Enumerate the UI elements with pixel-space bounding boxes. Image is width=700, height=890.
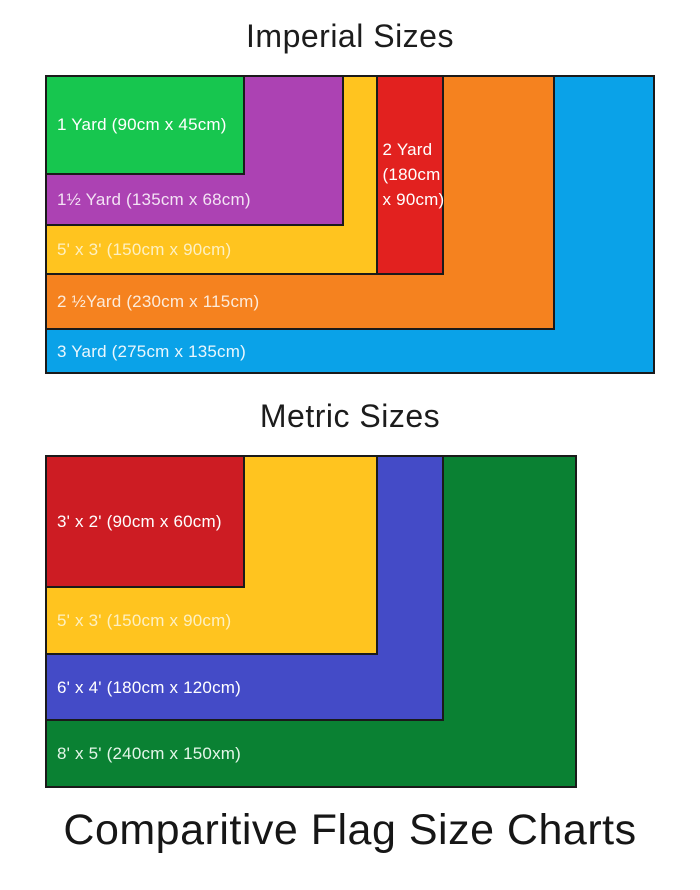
imperial-section-title: Imperial Sizes (246, 18, 454, 54)
page-title: Comparitive Flag Size Charts (63, 806, 637, 854)
imperial-flag-label-2-yard: 2 Yard (180cm x 90cm) (382, 139, 445, 209)
metric-section-title: Metric Sizes (259, 398, 441, 434)
imperial-size-chart: 1 Yard (90cm x 45cm) 1½ Yard (135cm x 68c… (45, 75, 655, 375)
imperial-flag-label-5x3: 5' x 3' (150cm x 90cm) (57, 240, 232, 260)
metric-flag-label-8x5: 8' x 5' (240cm x 150xm) (57, 744, 241, 764)
metric-size-chart: 3' x 2' (90cm x 60cm) 5' x 3' (150cm x 90… (45, 455, 578, 788)
imperial-flag-label-1-yard: 1 Yard (90cm x 45cm) (57, 114, 227, 134)
imperial-flag-label-3-yard: 3 Yard (275cm x 135cm) (57, 342, 246, 362)
imperial-flag-label-2h-yard: 2 ½Yard (230cm x 115cm) (57, 292, 260, 312)
imperial-flag-label-1h-yard: 1½ Yard (135cm x 68cm) (57, 190, 251, 210)
metric-flag-label-3x2: 3' x 2' (90cm x 60cm) (57, 511, 222, 531)
imperial-flag-rect-1-yard (45, 75, 245, 175)
metric-flag-label-6x4: 6' x 4' (180cm x 120cm) (57, 677, 241, 697)
metric-flag-rect-3x2 (45, 455, 245, 589)
metric-flag-label-5x3: 5' x 3' (150cm x 90cm) (57, 611, 232, 631)
